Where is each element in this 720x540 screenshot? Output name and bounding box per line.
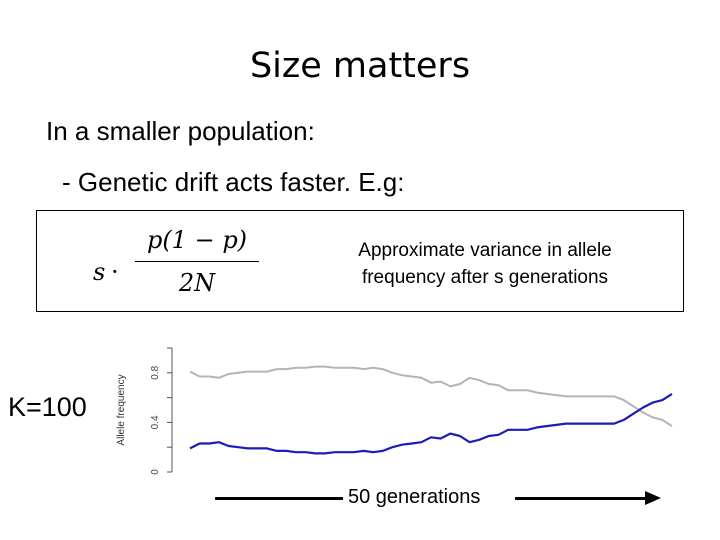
- formula-description-line2: frequency after s generations: [361, 267, 609, 288]
- series-line-0: [189, 365, 673, 427]
- y-tick-label: 0.4: [150, 415, 161, 429]
- allele-frequency-chart: 0 0.4 0.8 Allele frequency: [116, 347, 673, 475]
- y-axis: 0 0.4 0.8 Allele frequency: [116, 347, 173, 475]
- formula-dot: ·: [111, 258, 119, 286]
- series-group: [189, 365, 673, 455]
- formula-description: Approximate variance in allele frequency…: [315, 237, 655, 291]
- k-label: K=100: [8, 392, 87, 422]
- formula-denominator: 2N: [178, 269, 216, 297]
- formula-s: s: [93, 258, 106, 286]
- generations-label: 50 generations: [348, 486, 481, 508]
- y-tick-label: 0: [150, 469, 161, 475]
- formula-box: s · p(1 − p) 2N Approximate variance in …: [36, 210, 684, 312]
- y-axis-label: Allele frequency: [116, 374, 127, 445]
- y-tick-label: 0.8: [150, 365, 161, 379]
- fraction-bar: [135, 261, 259, 262]
- arrow-right-icon: [645, 491, 661, 505]
- formula-fraction: p(1 − p) 2N: [135, 223, 259, 300]
- formula-numerator: p(1 − p): [146, 226, 248, 254]
- generations-arrow-right-line: [515, 497, 647, 500]
- formula-description-line1: Approximate variance in allele: [358, 240, 612, 261]
- series-line-1: [189, 392, 673, 455]
- bullet-smaller-population: In a smaller population:: [46, 116, 315, 146]
- bullet-genetic-drift: - Genetic drift acts faster. E.g:: [62, 167, 405, 197]
- slide-title: Size matters: [249, 46, 471, 86]
- generations-arrow-left-line: [215, 497, 343, 500]
